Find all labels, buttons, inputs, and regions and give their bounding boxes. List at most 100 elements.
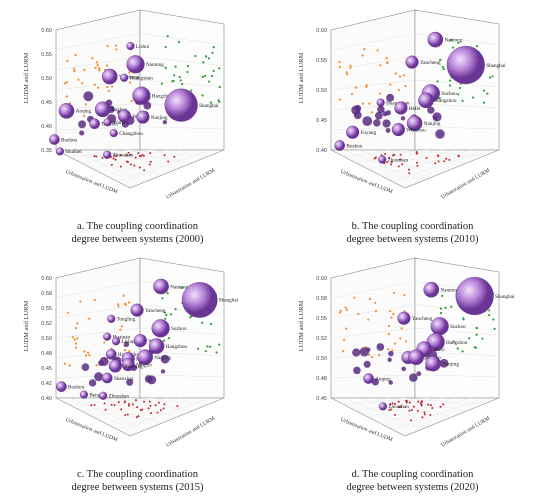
city-bubble-unlabeled xyxy=(377,105,385,114)
projection-point-left xyxy=(83,350,86,353)
city-bubble xyxy=(109,129,118,138)
projection-point-left xyxy=(389,309,392,313)
city-label: Ningbo xyxy=(136,362,152,368)
caption-d: d. The coupling coordination degree betw… xyxy=(275,468,550,494)
projection-point-left xyxy=(355,86,358,89)
projection-point-left xyxy=(394,72,397,75)
city-label: Tongling xyxy=(117,317,136,323)
floor-gridline xyxy=(117,397,211,430)
z-tick-label: 0.52 xyxy=(41,321,52,327)
projection-point-floor xyxy=(117,401,120,404)
projection-point-left xyxy=(85,354,88,357)
projection-point-floor xyxy=(134,399,137,402)
city-label: Yancheng xyxy=(145,308,166,314)
city-bubble xyxy=(427,31,444,48)
city-label: Hefei xyxy=(409,105,421,112)
city-bubble-unlabeled xyxy=(78,120,87,129)
z-tick-label: 0.48 xyxy=(316,376,327,382)
projection-point-right xyxy=(461,350,464,353)
projection-point-left xyxy=(65,81,69,84)
projection-point-right xyxy=(209,345,212,348)
projection-point-left xyxy=(98,67,101,70)
city-bubble xyxy=(49,134,60,145)
city-bubble xyxy=(148,338,165,354)
projection-point-right xyxy=(203,74,207,78)
city-label: Bengbu xyxy=(89,392,106,398)
projection-point-floor xyxy=(398,158,401,161)
panel-c: 0.60 0.58 0.55 0.52 0.50 0.48 0.45 0.42 0.40 LUDM… xyxy=(0,248,275,496)
city-bubble xyxy=(101,372,113,384)
projection-point-left xyxy=(128,350,131,353)
city-label: Huainan xyxy=(113,334,131,340)
city-bubble-unlabeled xyxy=(81,363,90,371)
projection-point-floor xyxy=(136,406,139,409)
projection-point-floor xyxy=(434,162,437,165)
projection-point-left xyxy=(95,364,98,367)
projection-point-floor xyxy=(147,407,150,410)
city-bubble-unlabeled xyxy=(385,128,391,133)
city-label: Wuhu xyxy=(113,120,126,126)
city-bubble xyxy=(378,402,387,411)
projection-point-left xyxy=(345,71,348,74)
floor-gridline xyxy=(392,397,486,430)
z-tick-label: 0.55 xyxy=(41,306,52,312)
projection-point-floor xyxy=(141,153,144,156)
projection-point-floor xyxy=(415,161,418,164)
city-bubble xyxy=(126,41,135,51)
city-bubble xyxy=(105,348,117,360)
projection-point-left xyxy=(376,49,379,52)
city-label: Zhoushan xyxy=(109,394,130,400)
caption-c: c. The coupling coordination degree betw… xyxy=(0,468,275,494)
projection-point-left xyxy=(363,48,366,51)
projection-point-left xyxy=(73,338,76,341)
projection-point-left xyxy=(122,294,125,297)
projection-point-floor xyxy=(163,403,166,406)
city-bubble xyxy=(89,118,100,129)
projection-point-left xyxy=(387,332,390,336)
projection-point-left xyxy=(66,59,69,63)
projection-point-left xyxy=(73,67,76,70)
projection-point-right xyxy=(194,54,197,58)
projection-point-left xyxy=(385,56,388,60)
projection-point-left xyxy=(374,301,377,304)
projection-point-right xyxy=(488,309,491,312)
city-bubble xyxy=(153,278,169,295)
projection-point-floor xyxy=(93,403,96,406)
city-label: Shanghai xyxy=(486,63,506,69)
panel-b: 0.60 0.55 0.50 0.45 0.40 LUDM and LURM Urbaniz… xyxy=(275,0,550,248)
projection-point-right xyxy=(482,101,486,104)
projection-point-right xyxy=(457,41,460,44)
z-tick-label: 0.55 xyxy=(316,58,327,64)
projection-point-floor xyxy=(442,403,445,406)
projection-point-right xyxy=(202,61,205,64)
projection-point-floor xyxy=(114,158,117,161)
projection-point-floor xyxy=(154,404,157,407)
projection-point-floor xyxy=(93,155,96,158)
projection-point-right xyxy=(170,313,173,316)
projection-point-right xyxy=(218,85,221,89)
projection-point-left xyxy=(81,82,84,85)
projection-point-floor xyxy=(429,414,432,417)
projection-point-left xyxy=(91,57,94,60)
projection-point-left xyxy=(123,302,127,305)
projection-point-left xyxy=(387,324,390,327)
projection-point-left xyxy=(339,309,342,312)
city-bubble-unlabeled xyxy=(123,341,130,347)
z-tick-label: 0.50 xyxy=(41,76,52,82)
projection-point-floor xyxy=(385,161,388,164)
city-bubble-unlabeled xyxy=(126,378,134,386)
projection-point-floor xyxy=(421,400,424,403)
projection-point-floor xyxy=(134,156,137,159)
projection-point-right xyxy=(491,75,494,78)
projection-point-floor xyxy=(149,152,152,155)
projection-point-right xyxy=(207,80,211,83)
projection-point-right xyxy=(475,333,478,336)
projection-point-right xyxy=(163,311,167,314)
city-bubble-unlabeled xyxy=(416,371,422,377)
projection-point-right xyxy=(165,313,168,317)
city-label: Hangzhou xyxy=(166,344,188,350)
panel-a: 0.60 0.55 0.50 0.45 0.40 0.35 LUDM and LURM Urb… xyxy=(0,0,275,248)
projection-point-floor xyxy=(162,407,165,410)
projection-point-floor xyxy=(388,408,391,411)
chart-b: 0.60 0.55 0.50 0.45 0.40 LUDM and LURM Urbaniz… xyxy=(298,9,506,201)
